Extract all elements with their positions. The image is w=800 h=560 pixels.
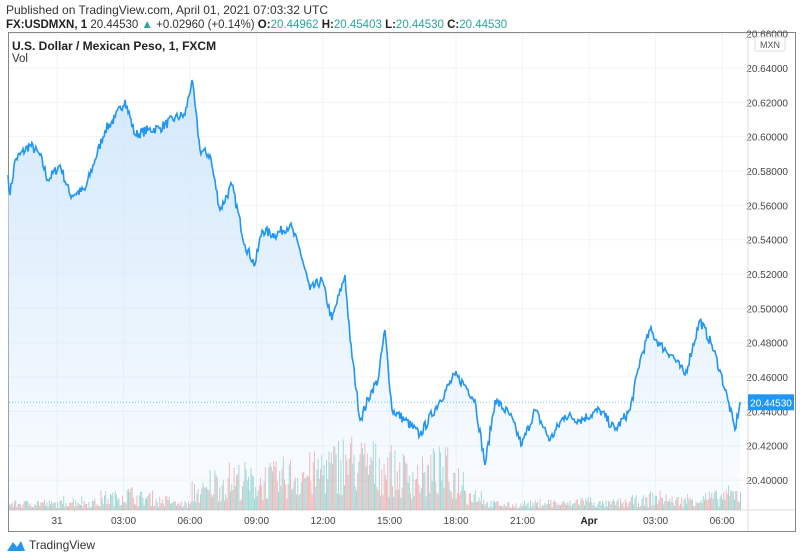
- last-price-badge: [748, 394, 794, 411]
- currency-badge: [754, 36, 786, 52]
- y-tick-label: 20.62000: [746, 98, 788, 109]
- y-tick-label: 20.44000: [746, 407, 788, 418]
- x-tick-label: 03:00: [643, 516, 668, 527]
- y-tick-label: 20.66000: [746, 30, 788, 41]
- y-tick-label: 20.50000: [746, 304, 788, 315]
- currency-label: MXN: [760, 40, 780, 50]
- low-value: 20.44530: [395, 19, 444, 31]
- y-tick-label: 20.56000: [746, 201, 788, 212]
- y-tick-label: 20.58000: [746, 167, 788, 178]
- x-tick-label: 15:00: [377, 516, 402, 527]
- close-value: 20.44530: [459, 19, 508, 31]
- tradingview-logo[interactable]: TradingView: [6, 538, 95, 552]
- open-label: O:: [257, 19, 271, 31]
- close-label: C:: [447, 19, 460, 31]
- y-tick-label: 20.48000: [746, 339, 788, 350]
- x-tick-label: 21:00: [510, 516, 535, 527]
- x-tick-label: 31: [51, 516, 63, 527]
- x-tick-label: 06:00: [710, 516, 735, 527]
- volume-bar: [740, 491, 742, 510]
- last-price: 20.44530: [90, 19, 139, 31]
- change: +0.02960 (+0.14%): [156, 19, 255, 31]
- high-label: H:: [321, 19, 334, 31]
- x-tick-label: 12:00: [311, 516, 336, 527]
- x-tick-label: Apr: [580, 516, 597, 527]
- y-tick-label: 20.40000: [746, 476, 788, 487]
- y-tick-label: 20.64000: [746, 64, 788, 75]
- y-tick-label: 20.54000: [746, 236, 788, 247]
- y-tick-label: 20.52000: [746, 270, 788, 281]
- volume-legend: Vol: [12, 53, 28, 65]
- low-label: L:: [385, 19, 396, 31]
- x-tick-label: 18:00: [444, 516, 469, 527]
- last-price-label: 20.44530: [750, 398, 792, 409]
- x-tick-label: 03:00: [111, 516, 136, 527]
- y-tick-label: 20.46000: [746, 373, 788, 384]
- up-arrow-icon: ▲: [141, 19, 153, 31]
- tradingview-logo-icon: [7, 541, 25, 551]
- x-tick-label: 06:00: [178, 516, 203, 527]
- brand-name: TradingView: [29, 538, 96, 552]
- chart-legend-title: U.S. Dollar / Mexican Peso, 1, FXCM: [12, 39, 217, 53]
- x-tick-label: 09:00: [244, 516, 269, 527]
- open-value: 20.44962: [270, 19, 319, 31]
- price-area-fill: [8, 80, 741, 510]
- y-tick-label: 20.42000: [746, 442, 788, 453]
- y-tick-label: 20.60000: [746, 133, 788, 144]
- price-line: [7, 79, 741, 466]
- high-value: 20.45403: [333, 19, 382, 31]
- published-line: Published on TradingView.com, April 01, …: [6, 3, 328, 17]
- ohlc-bar: FX:USDMXN, 1 20.44530 ▲ +0.02960 (+0.14%…: [6, 19, 507, 31]
- symbol: FX:USDMXN, 1: [6, 19, 88, 31]
